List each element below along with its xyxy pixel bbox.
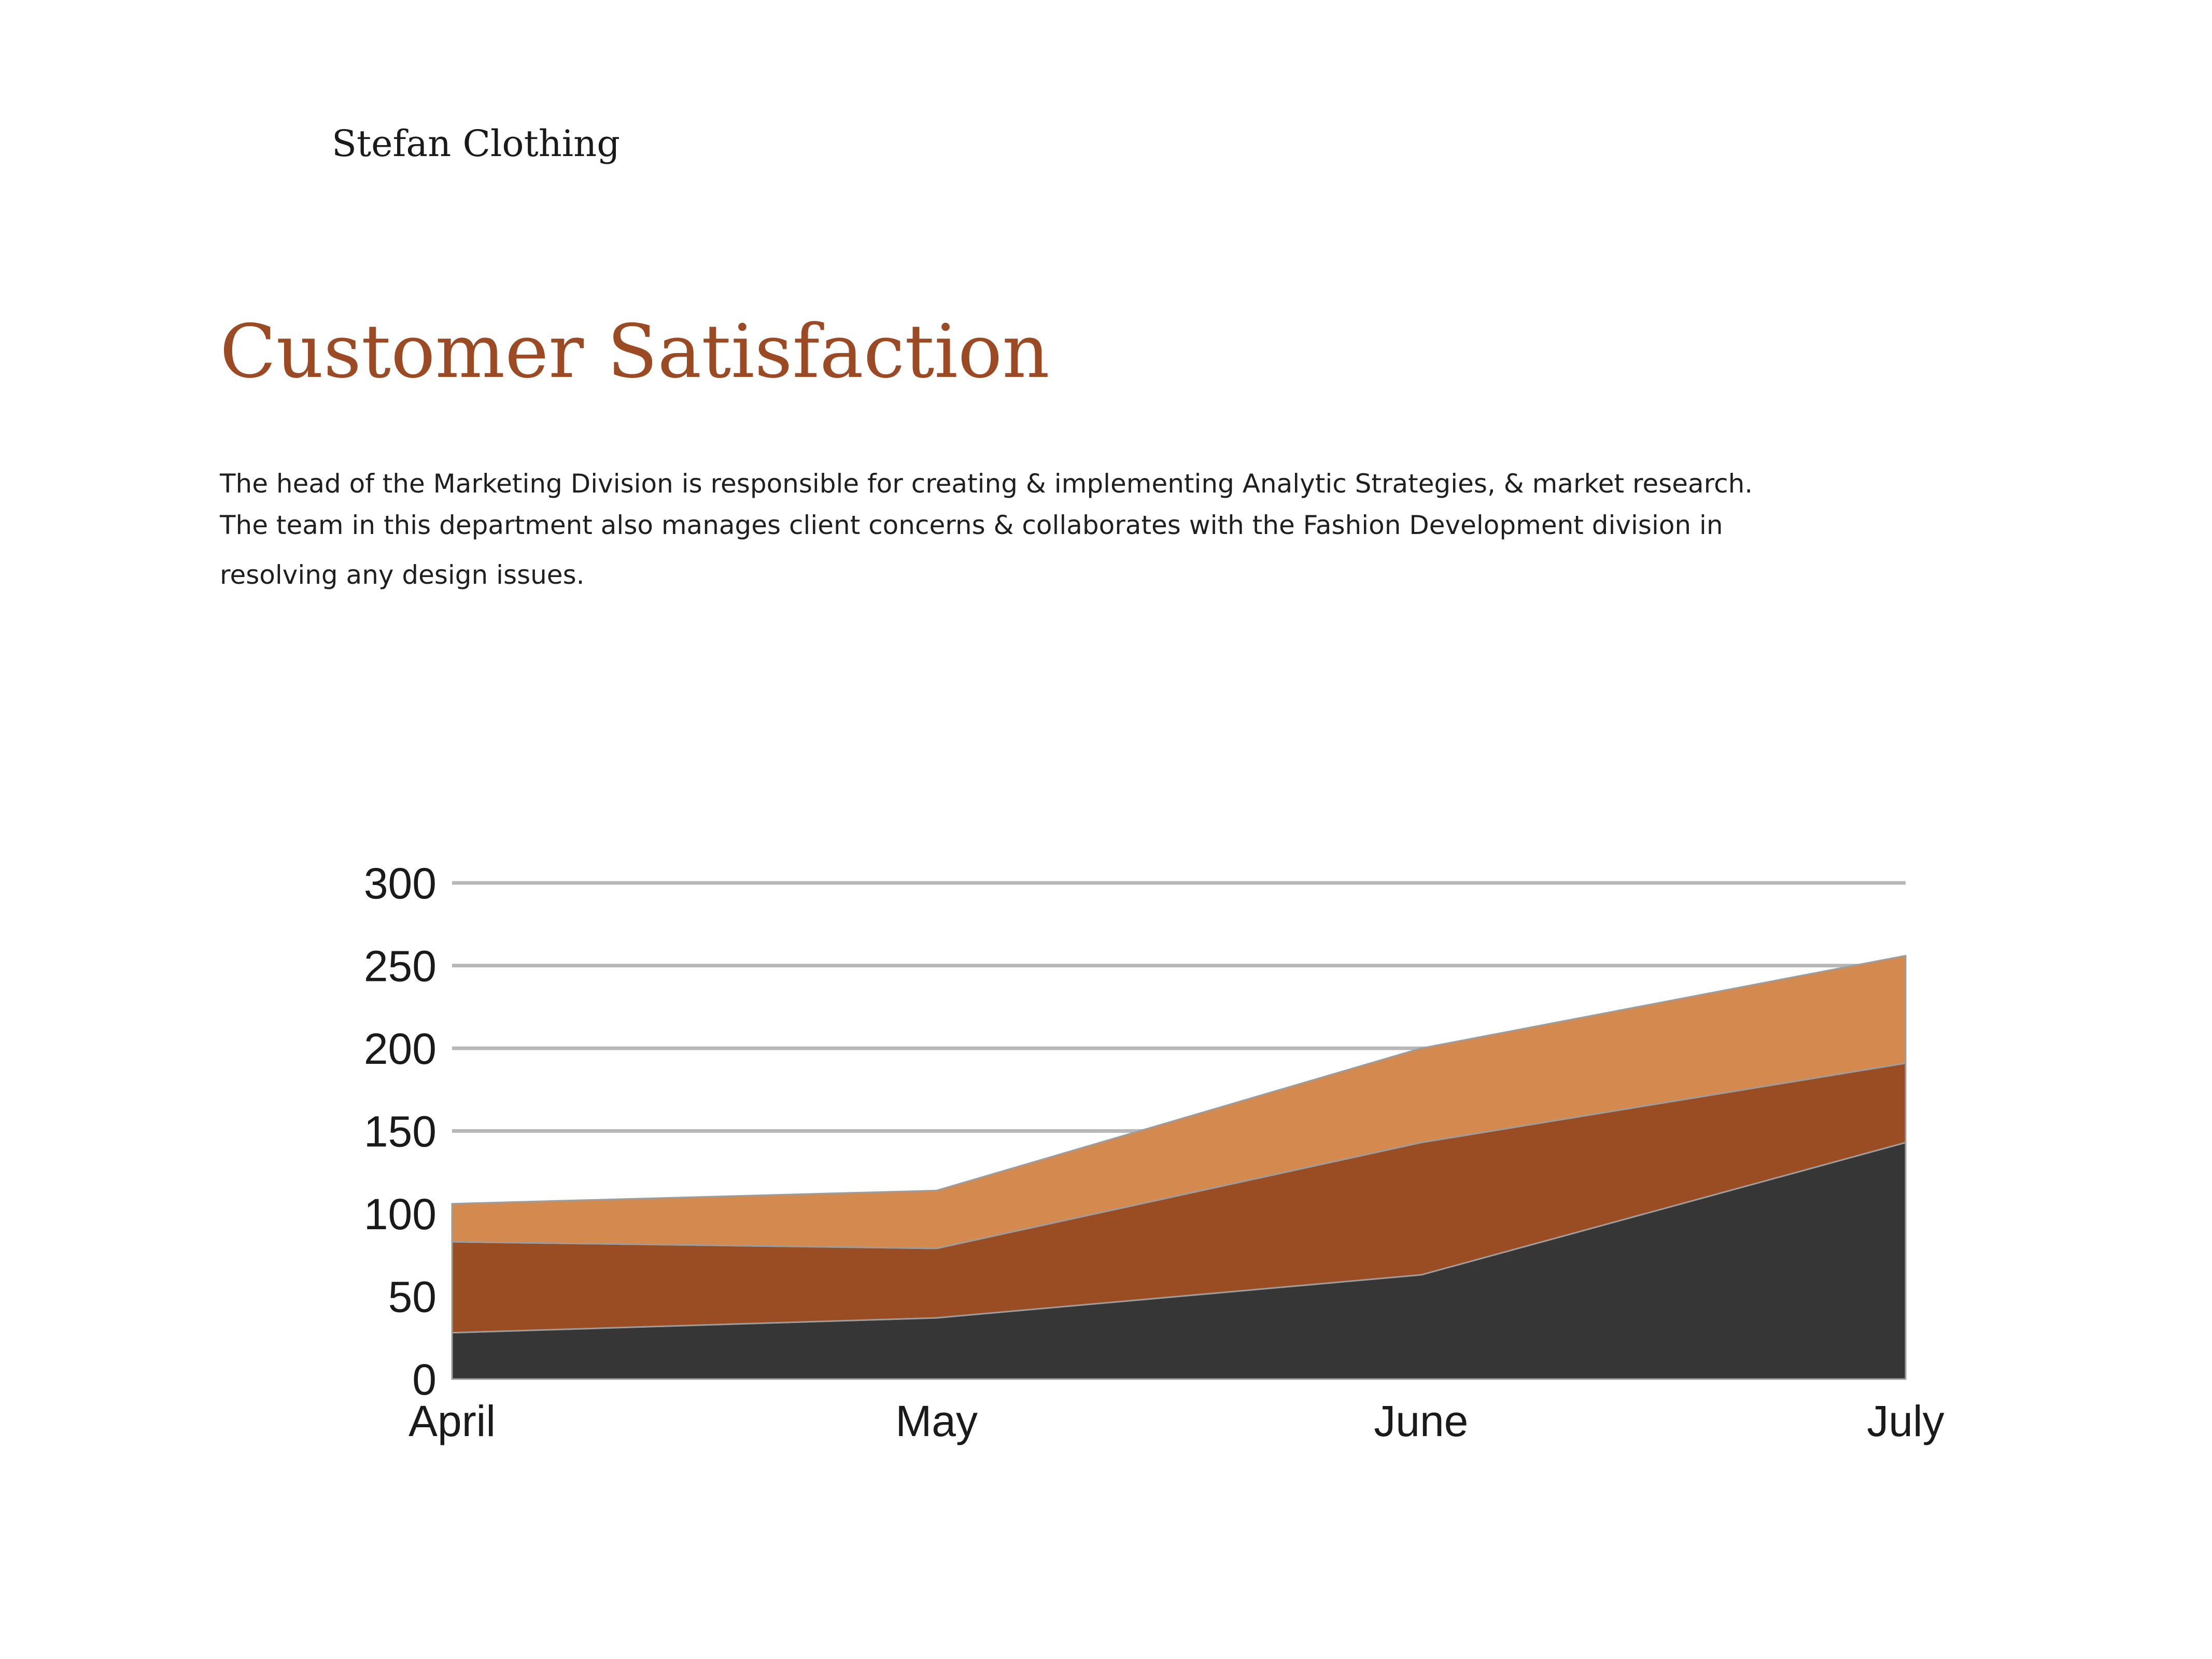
y-tick-label: 100 (364, 1190, 436, 1239)
y-tick-label: 50 (388, 1273, 436, 1321)
page-title: Customer Satisfaction (220, 309, 1050, 395)
y-tick-label: 300 (364, 859, 436, 908)
x-axis-ticks: April May June July (408, 1397, 1945, 1445)
area-series-3 (451, 954, 1907, 1249)
description-line: The head of the Marketing Division is re… (220, 469, 1753, 499)
brand-name: Stefan Clothing (332, 122, 621, 165)
x-tick-label: April (408, 1397, 496, 1445)
y-tick-label: 200 (364, 1024, 436, 1073)
description-line: The team in this department also manages… (220, 510, 1723, 540)
x-tick-label: June (1374, 1397, 1468, 1445)
y-tick-label: 150 (364, 1107, 436, 1156)
x-tick-label: May (895, 1397, 978, 1445)
y-axis-ticks: 0 50 100 150 200 250 300 (364, 859, 436, 1404)
description-line: resolving any design issues. (220, 560, 585, 590)
chart-areas (451, 954, 1907, 1380)
y-tick-label: 0 (412, 1355, 436, 1404)
y-tick-label: 250 (364, 942, 436, 991)
x-tick-label: July (1867, 1397, 1944, 1445)
